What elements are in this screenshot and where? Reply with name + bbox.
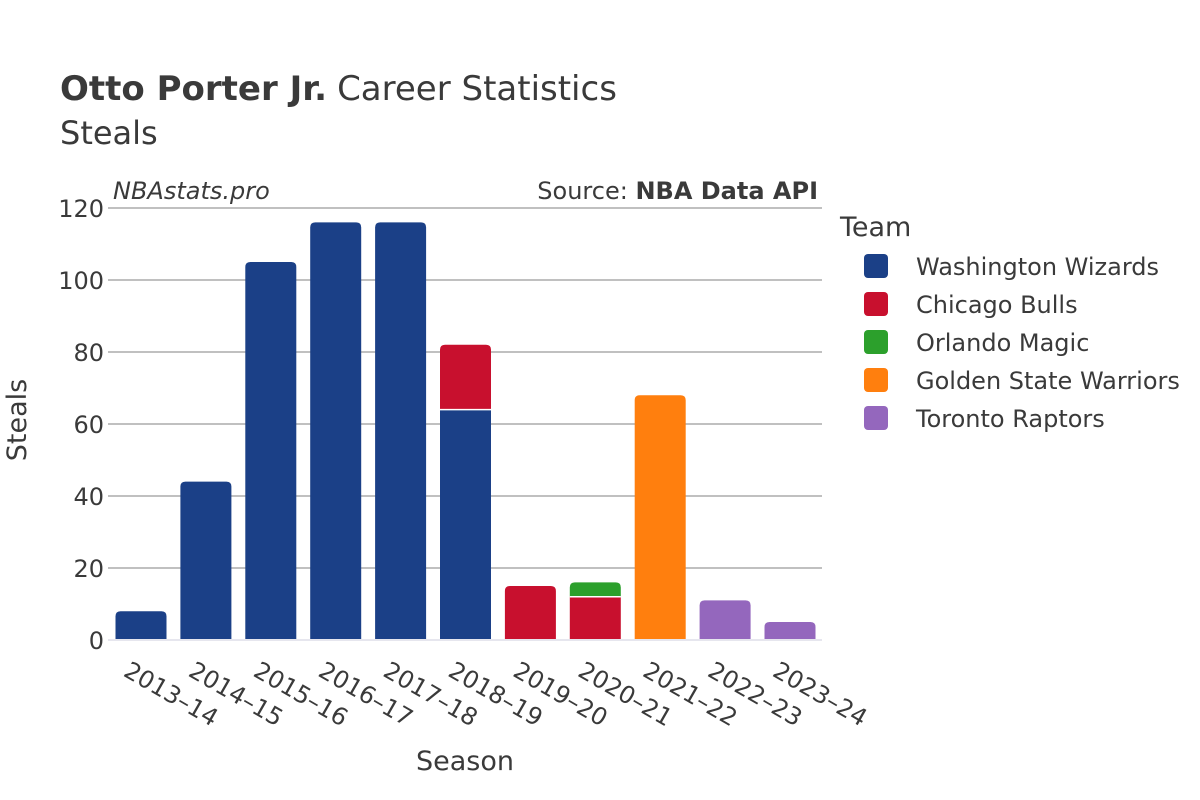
y-tick-label: 40 (73, 483, 104, 511)
y-tick-label: 0 (89, 627, 104, 655)
bar-segment (440, 344, 491, 410)
bar-segment (440, 409, 491, 640)
legend-label: Toronto Raptors (915, 405, 1105, 433)
bar-segment (569, 596, 621, 640)
bar-segment (245, 262, 297, 640)
legend-swatch (864, 254, 888, 278)
bar-segment (764, 622, 816, 640)
legend: Washington Wizards Chicago Bulls Orlando M… (864, 253, 1180, 433)
bar-segment (375, 222, 427, 640)
legend-label: Chicago Bulls (916, 291, 1078, 319)
bar-segment (115, 611, 167, 640)
legend-swatch (864, 292, 888, 316)
source-name: NBA Data API (635, 177, 818, 205)
legend-label: Washington Wizards (916, 253, 1159, 281)
legend-swatch (864, 368, 888, 392)
bar-segment (504, 586, 556, 640)
legend-swatch (864, 406, 888, 430)
title-rest: Career Statistics (337, 69, 617, 109)
bar-segment (699, 600, 751, 640)
bar-segment (180, 481, 232, 640)
x-axis-title: Season (416, 746, 514, 777)
y-tick-label: 20 (73, 555, 104, 583)
legend-title: Team (839, 212, 911, 243)
bar-segment (634, 395, 686, 640)
bar-segment (310, 222, 362, 640)
legend-label: Golden State Warriors (916, 367, 1180, 395)
y-tick-label: 80 (73, 339, 104, 367)
bar-segment (569, 582, 621, 597)
legend-label: Orlando Magic (916, 329, 1089, 357)
y-axis-title: Steals (2, 379, 33, 461)
source-note: Source: NBA Data API (537, 177, 818, 205)
chart-subtitle: Steals (60, 114, 158, 152)
y-tick-label: 60 (73, 411, 104, 439)
watermark: NBAstats.pro (113, 177, 270, 205)
legend-swatch (864, 330, 888, 354)
bars (115, 222, 816, 640)
y-tick-label: 120 (58, 195, 104, 223)
chart-title: Otto Porter Jr. Career Statistics (60, 69, 617, 109)
player-name: Otto Porter Jr. (60, 69, 327, 109)
source-prefix: Source: (537, 177, 635, 205)
y-tick-label: 100 (58, 267, 104, 295)
